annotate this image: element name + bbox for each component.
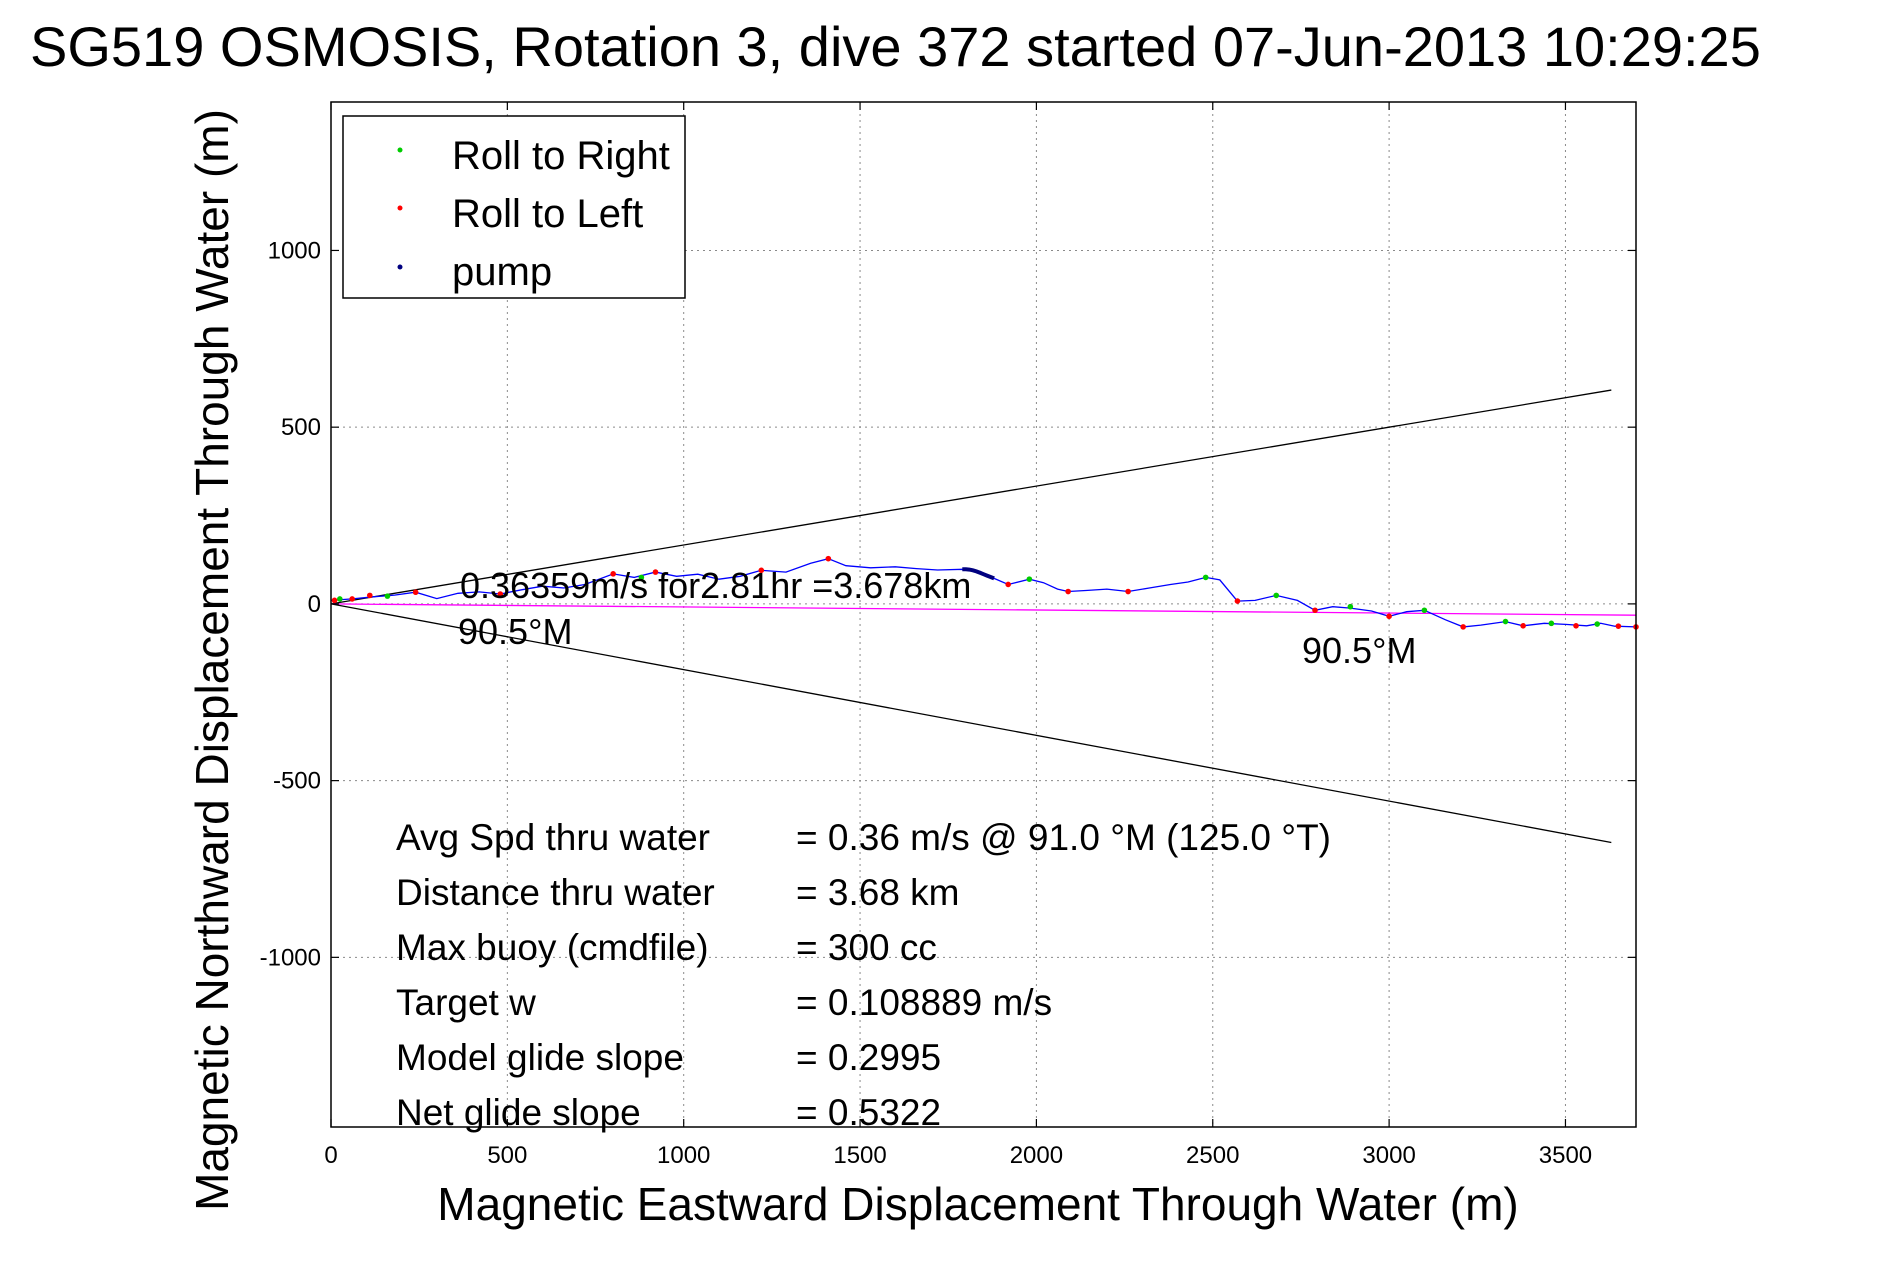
roll-right-point bbox=[1273, 592, 1280, 599]
pump-segment bbox=[962, 567, 995, 581]
x-tick-label: 1500 bbox=[833, 1142, 886, 1169]
roll-right-point bbox=[1502, 618, 1509, 625]
x-tick-label: 500 bbox=[487, 1142, 527, 1169]
stat-label-model-glide: Model glide slope bbox=[396, 1037, 684, 1078]
roll-left-point bbox=[825, 555, 832, 562]
grid bbox=[330, 102, 1636, 1127]
roll-left-point bbox=[349, 596, 355, 602]
roll-right-point bbox=[1026, 576, 1033, 582]
roll-right-point bbox=[384, 593, 391, 599]
roll-left-point bbox=[1125, 588, 1131, 595]
heading-annotation-right: 90.5°M bbox=[1302, 630, 1416, 671]
legend-label-pump: pump bbox=[452, 250, 552, 294]
stat-label-max-buoy: Max buoy (cmdfile) bbox=[396, 927, 709, 968]
legend-marker-roll-right bbox=[397, 147, 403, 153]
chart-title: SG519 OSMOSIS, Rotation 3, dive 372 star… bbox=[30, 15, 1761, 78]
legend-marker-pump bbox=[397, 264, 403, 270]
cone-lines bbox=[330, 389, 1612, 844]
roll-left-point bbox=[1005, 581, 1011, 588]
roll-left-point bbox=[1386, 613, 1392, 620]
stat-label-distance: Distance thru water bbox=[396, 872, 715, 913]
y-tick-label: 0 bbox=[308, 591, 321, 618]
plot-frame bbox=[330, 101, 1637, 1128]
stat-label-target-w: Target w bbox=[396, 982, 536, 1023]
x-tick-label: 3000 bbox=[1362, 1142, 1415, 1169]
roll-left-point bbox=[1573, 623, 1579, 629]
legend-label-roll-left: Roll to Left bbox=[452, 192, 643, 236]
roll-left-point bbox=[1615, 623, 1622, 629]
x-axis-label: Magnetic Eastward Displacement Through W… bbox=[437, 1178, 1518, 1230]
x-tick-label: 2000 bbox=[1010, 1142, 1063, 1169]
y-tick-label: -500 bbox=[273, 768, 321, 795]
roll-left-point bbox=[331, 597, 338, 604]
stats-block: Avg Spd thru water = 0.36 m/s @ 91.0 °M … bbox=[396, 817, 1331, 1133]
stat-value-avg-spd: = 0.36 m/s @ 91.0 °M (125.0 °T) bbox=[796, 817, 1331, 858]
x-tick-label: 2500 bbox=[1186, 1142, 1239, 1169]
y-tick-label: 500 bbox=[281, 414, 321, 441]
roll-right-point bbox=[638, 574, 645, 581]
stat-value-max-buoy: = 300 cc bbox=[796, 927, 937, 968]
cone-line bbox=[330, 389, 1612, 605]
roll-left-point bbox=[366, 592, 373, 599]
legend-marker-roll-left bbox=[397, 205, 403, 211]
stat-value-target-w: = 0.108889 m/s bbox=[796, 982, 1052, 1023]
cone-line bbox=[330, 603, 1612, 844]
legend: Roll to Right Roll to Left pump bbox=[342, 115, 686, 299]
roll-markers bbox=[331, 555, 1639, 630]
stat-label-net-glide: Net glide slope bbox=[396, 1092, 641, 1133]
roll-left-point bbox=[412, 589, 419, 596]
roll-left-point bbox=[758, 567, 765, 574]
ticks: 0 500 1000 1500 2000 2500 3000 3500 -1000 -500 0 50… bbox=[260, 102, 1636, 1169]
roll-left-point bbox=[1065, 588, 1071, 595]
roll-left-point bbox=[1460, 624, 1466, 630]
y-tick-label: -1000 bbox=[260, 944, 321, 971]
heading-annotation-left: 90.5°M bbox=[458, 611, 572, 652]
roll-right-point bbox=[337, 596, 343, 602]
stat-value-net-glide: = 0.5322 bbox=[796, 1092, 941, 1133]
x-tick-label: 3500 bbox=[1539, 1142, 1592, 1169]
y-axis-label: Magnetic Northward Displacement Through … bbox=[186, 109, 238, 1211]
stat-label-avg-spd: Avg Spd thru water bbox=[396, 817, 710, 858]
roll-left-point bbox=[1520, 623, 1526, 629]
heading-vector-line bbox=[330, 603, 1637, 616]
roll-left-point bbox=[497, 591, 504, 597]
x-tick-label: 1000 bbox=[657, 1142, 710, 1169]
heading-line bbox=[330, 603, 1637, 616]
speed-annotation: 0.36359m/s for2.81hr =3.678km bbox=[460, 565, 971, 606]
roll-right-point bbox=[1548, 620, 1555, 627]
x-tick-label: 0 bbox=[324, 1142, 337, 1169]
stat-value-model-glide: = 0.2995 bbox=[796, 1037, 941, 1078]
roll-right-point bbox=[1594, 621, 1601, 627]
y-tick-label: 1000 bbox=[268, 237, 321, 264]
roll-left-point bbox=[610, 571, 616, 577]
roll-right-point bbox=[1347, 603, 1354, 610]
stat-value-distance: = 3.68 km bbox=[796, 872, 960, 913]
roll-right-point bbox=[1202, 574, 1209, 581]
legend-label-roll-right: Roll to Right bbox=[452, 134, 670, 178]
roll-right-point bbox=[1421, 607, 1428, 614]
roll-left-point bbox=[1312, 607, 1318, 614]
roll-left-point bbox=[1234, 598, 1241, 604]
roll-left-point bbox=[652, 569, 659, 575]
